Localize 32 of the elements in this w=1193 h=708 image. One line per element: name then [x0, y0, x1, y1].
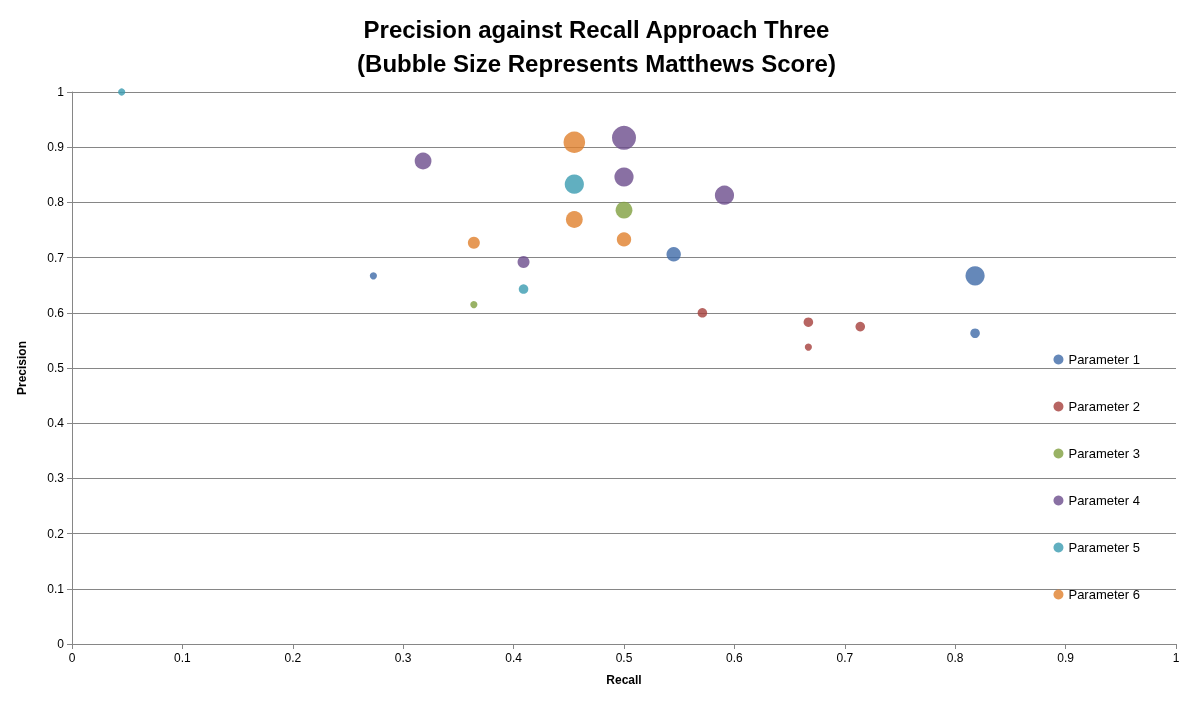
x-axis-title: Recall — [606, 673, 642, 687]
x-tick-label: 0.1 — [174, 651, 192, 665]
legend-label: Parameter 4 — [1068, 493, 1141, 508]
y-tick-label: 0.1 — [47, 581, 65, 596]
y-tick-label: 0.9 — [47, 140, 65, 155]
chart-title: Precision against Recall Approach Three — [363, 15, 830, 43]
y-tick-label: 0.6 — [47, 305, 65, 320]
x-tick-label: 1 — [1172, 651, 1180, 665]
legend-label: Parameter 6 — [1068, 587, 1141, 602]
y-tick-label: 0.8 — [47, 195, 65, 210]
x-tick-label: 0.9 — [1057, 651, 1075, 665]
x-tick-label: 0.3 — [394, 651, 412, 665]
legend-label: Parameter 3 — [1068, 446, 1141, 461]
y-tick-label: 0.3 — [47, 471, 65, 486]
y-tick-label: 0.5 — [47, 361, 65, 375]
y-tick-label: 0.7 — [47, 250, 65, 265]
y-tick-label: 0.4 — [47, 416, 65, 431]
y-tick-label: 0 — [57, 637, 65, 651]
chart-subtitle: (Bubble Size Represents Matthews Score) — [357, 49, 836, 77]
x-tick-label: 0.8 — [946, 651, 964, 665]
x-tick-label: 0.4 — [505, 651, 523, 665]
x-tick-label: 0.5 — [615, 651, 633, 665]
x-tick-label: 0.6 — [726, 651, 744, 665]
legend-label: Parameter 1 — [1068, 352, 1141, 367]
y-tick-label: 0.2 — [47, 526, 65, 541]
legend-label: Parameter 2 — [1068, 399, 1141, 414]
y-axis-title: Precision — [15, 340, 29, 396]
y-tick-label: 1 — [57, 85, 65, 99]
x-tick-label: 0.7 — [836, 651, 854, 665]
legend-label: Parameter 5 — [1068, 540, 1141, 555]
x-tick-label: 0 — [68, 651, 76, 665]
x-tick-label: 0.2 — [284, 651, 302, 665]
